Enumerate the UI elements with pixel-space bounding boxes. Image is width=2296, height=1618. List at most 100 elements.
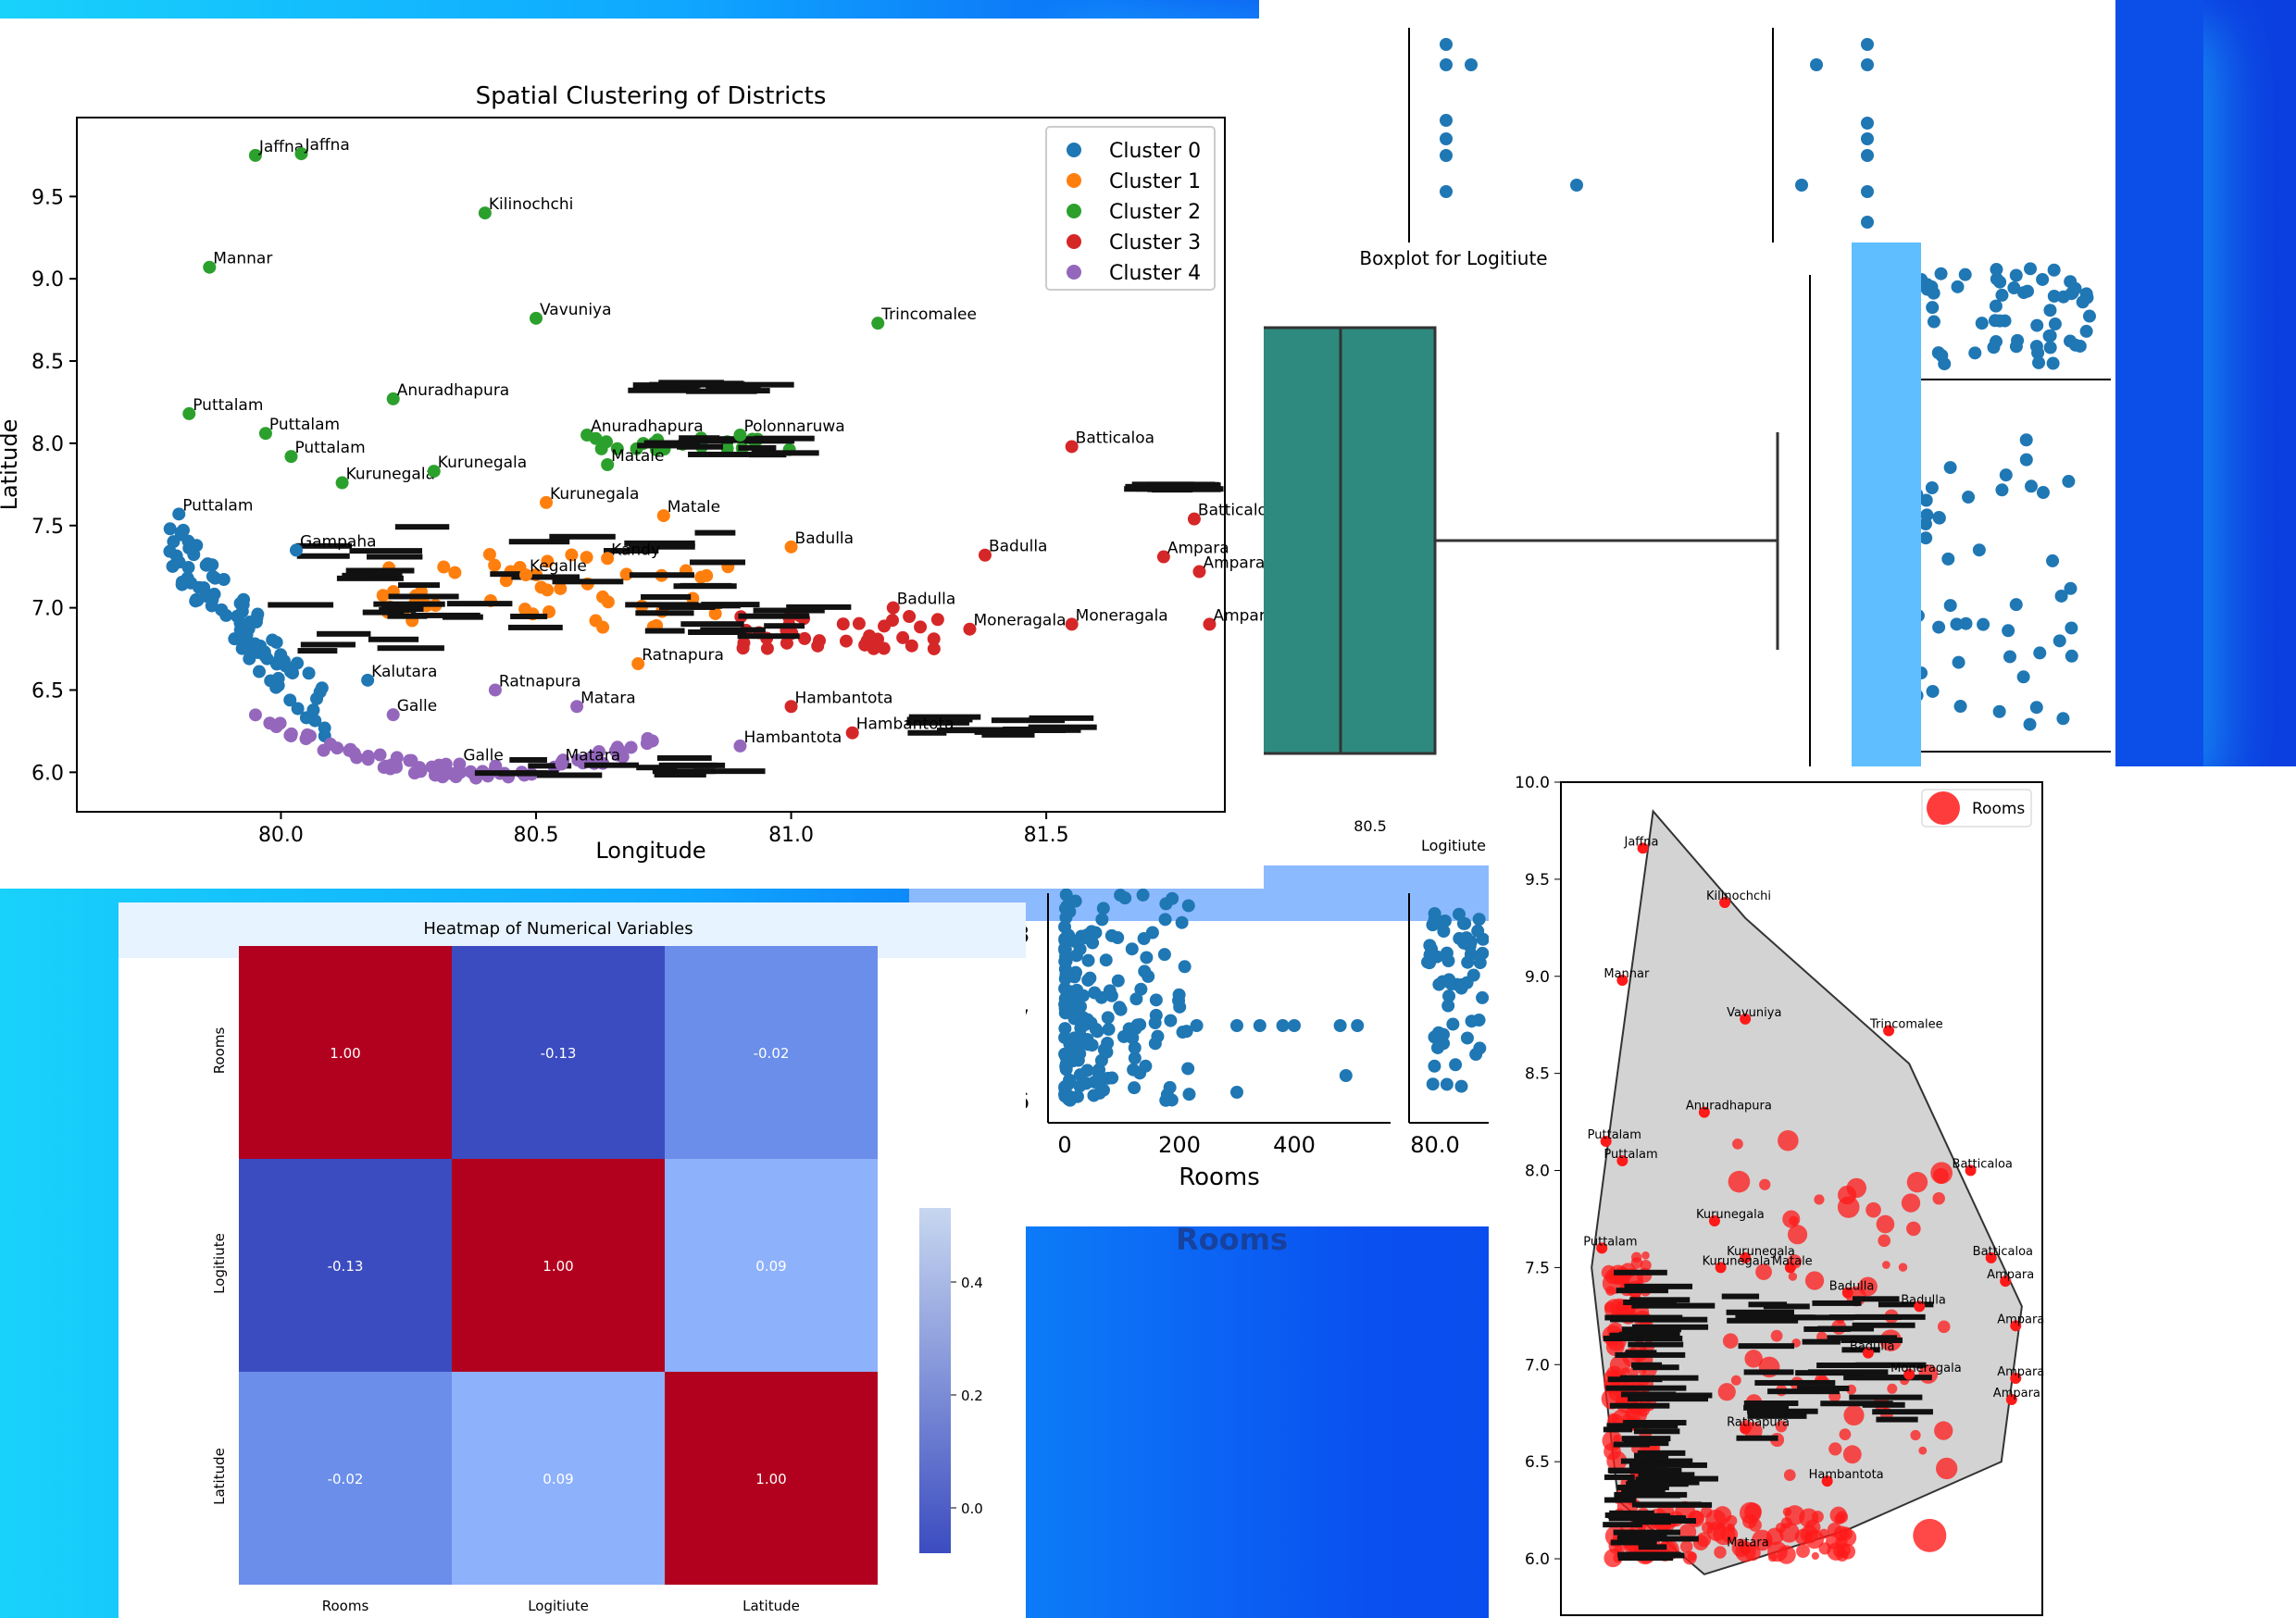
data-point <box>798 631 812 645</box>
label-overlap <box>1629 1297 1691 1303</box>
data-point <box>541 554 555 568</box>
label-overlap <box>1855 1362 1927 1368</box>
data-point <box>269 720 283 734</box>
data-point <box>1476 946 1490 960</box>
data-point <box>2033 646 2047 660</box>
data-point <box>258 427 272 441</box>
label-overlap <box>1852 1322 1915 1328</box>
data-point <box>1440 132 1453 145</box>
data-point <box>1943 461 1957 475</box>
label-overlap <box>1603 1497 1637 1503</box>
point-label: Badulla <box>1829 1280 1875 1294</box>
label-overlap <box>1616 1492 1680 1499</box>
legend-marker <box>1067 265 1081 280</box>
colorbar <box>919 1208 951 1553</box>
plot-frame <box>76 117 1226 813</box>
data-point <box>2046 356 2060 370</box>
data-point <box>2036 486 2050 500</box>
data-point <box>235 604 249 618</box>
data-point <box>373 748 387 762</box>
point-label: Kandy <box>611 541 660 559</box>
data-point <box>518 603 532 616</box>
data-point <box>1990 272 2003 286</box>
data-point <box>1810 58 1823 71</box>
data-point <box>436 770 450 784</box>
data-point <box>1063 999 1077 1013</box>
data-point <box>736 641 750 655</box>
data-point <box>1701 1521 1715 1535</box>
data-point <box>291 656 305 670</box>
data-point <box>1454 981 1468 995</box>
data-point <box>390 751 404 765</box>
data-point <box>1719 897 1731 909</box>
data-point <box>1887 1383 1898 1394</box>
data-point <box>1440 1077 1454 1091</box>
data-point <box>1787 1225 1808 1245</box>
data-point <box>963 622 977 636</box>
data-point <box>1176 1026 1190 1039</box>
label-overlap <box>1028 724 1097 730</box>
data-point <box>1127 1063 1141 1077</box>
label-overlap <box>1615 1351 1686 1358</box>
data-point <box>1128 1041 1142 1055</box>
data-point <box>1440 185 1453 198</box>
data-point <box>407 766 421 780</box>
box-body <box>1259 326 1437 755</box>
data-point <box>448 566 462 579</box>
data-point <box>1428 1059 1441 1073</box>
point-label: Puttalam <box>1583 1235 1637 1249</box>
data-point <box>284 727 298 741</box>
data-point <box>1442 973 1456 987</box>
x-tick-label: 200 <box>1158 1132 1201 1158</box>
data-point <box>1958 268 1972 281</box>
data-point <box>2065 649 2078 663</box>
data-point <box>1740 1251 1752 1263</box>
label-overlap <box>1633 1428 1680 1435</box>
heatmap-title: Heatmap of Numerical Variables <box>423 919 693 939</box>
point-label: Ratnapura <box>642 646 724 665</box>
legend-label: Cluster 4 <box>1109 262 1201 285</box>
x-tick-label: 80.5 <box>1354 817 1387 835</box>
data-point <box>1570 179 1583 192</box>
heatmap-cell <box>452 946 665 1159</box>
data-point <box>1828 1442 1842 1456</box>
data-point <box>596 590 610 604</box>
data-point <box>1841 1287 1853 1299</box>
label-overlap <box>1147 486 1221 492</box>
data-point <box>1136 888 1150 902</box>
label-overlap <box>1853 1296 1900 1302</box>
data-point <box>1276 1019 1290 1032</box>
label-overlap <box>1638 1475 1718 1482</box>
y-tick-label: 9.0 <box>31 268 64 292</box>
point-label: Galle <box>463 746 504 765</box>
point-label: Anuradhapura <box>591 417 704 436</box>
label-overlap <box>368 636 419 642</box>
data-point <box>2019 433 2033 447</box>
label-overlap <box>1626 1481 1689 1487</box>
data-point <box>1063 1093 1077 1107</box>
data-point <box>1138 965 1152 978</box>
data-point <box>1972 543 1986 557</box>
label-overlap <box>1603 1474 1635 1480</box>
label-overlap <box>635 610 694 616</box>
point-label: Puttalam <box>1603 1148 1657 1162</box>
point-label: Ampara <box>1997 1313 2044 1326</box>
data-point <box>248 708 262 722</box>
data-point <box>518 568 532 582</box>
y-tick-label: Latitude <box>211 1448 228 1505</box>
data-point <box>1128 1081 1142 1095</box>
label-overlap <box>656 754 712 761</box>
data-point <box>1181 1062 1195 1076</box>
data-point <box>1095 913 1109 927</box>
data-point <box>1637 842 1649 854</box>
data-point <box>589 614 603 628</box>
data-point <box>1156 550 1170 564</box>
data-point <box>1788 1272 1798 1281</box>
data-point <box>1059 911 1073 925</box>
cell-value: 0.09 <box>755 1258 786 1275</box>
data-point <box>1926 684 1940 698</box>
legend-marker <box>1067 234 1081 249</box>
y-tick-label: 6.0 <box>1525 1550 1550 1569</box>
label-overlap <box>636 765 678 771</box>
data-point <box>1861 132 1874 145</box>
